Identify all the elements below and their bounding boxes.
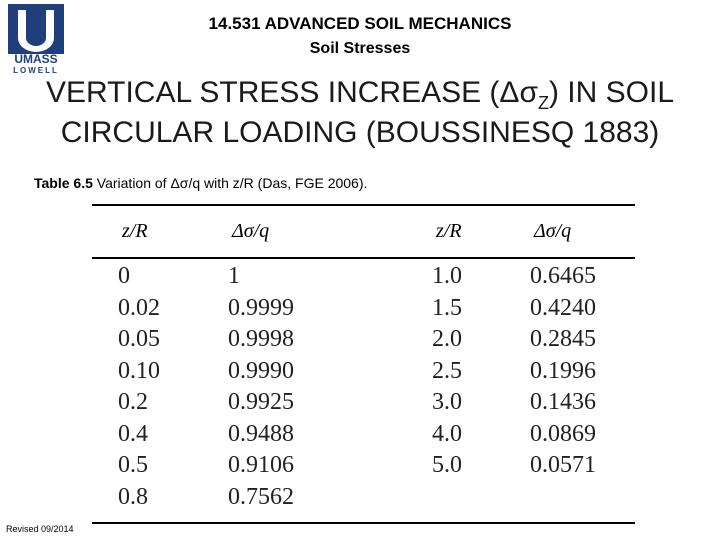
table-cell: 2.5 (432, 357, 462, 384)
rule (92, 257, 635, 259)
table-cell: 0.9488 (228, 420, 294, 447)
title: 14.531 ADVANCED SOIL MECHANICS (208, 14, 512, 33)
table-cell: 0.9925 (228, 389, 294, 415)
table-cell: 3.0 (432, 389, 462, 415)
heading-text: VERTICAL STRESS INCREASE (Δσ (45, 76, 538, 109)
rule (92, 522, 635, 524)
heading-2: CIRCULAR LOADING (BOUSSINESQ 1883) (60, 116, 660, 149)
table-cell: 1 (228, 263, 240, 289)
column-header: Δσ/q (534, 220, 572, 242)
table-cell: 0.0571 (530, 452, 596, 478)
table-cell: 0.2845 (530, 326, 596, 352)
logo-top: UMASS (14, 52, 57, 66)
table-cell: 1.0 (432, 263, 462, 289)
table-cell: 0.5 (118, 452, 148, 478)
table-cell: 0.8 (118, 483, 148, 510)
table-cell: 0.0869 (530, 420, 596, 447)
logo-bottom: LOWELL (13, 66, 59, 74)
table-cell: 0.9999 (228, 294, 294, 321)
caption: Table 6.5 Variation of Δσ/q with z/R (Da… (34, 175, 367, 191)
table-cell: 0.1436 (530, 389, 596, 415)
table-cell: 0 (118, 263, 130, 289)
table-cell: 0.02 (118, 294, 160, 321)
table-cell: 2.0 (432, 326, 462, 352)
heading-sub: Z (537, 93, 549, 113)
column-header: z/R (122, 220, 148, 242)
caption-label: Table 6.5 (34, 175, 93, 191)
column-header: Δσ/q (232, 220, 270, 242)
column-header: z/R (436, 220, 462, 242)
table-cell: 0.10 (118, 357, 160, 384)
subtitle: Soil Stresses (309, 40, 411, 57)
rule (92, 204, 635, 206)
table-cell: 0.4 (118, 420, 148, 447)
table-cell: 0.9106 (228, 452, 294, 478)
table-cell: 0.6465 (530, 263, 596, 289)
table-cell: 0.4240 (530, 294, 596, 321)
heading-1: VERTICAL STRESS INCREASE (ΔσZ) IN SOIL (0, 76, 720, 114)
table-cell: 0.9998 (228, 326, 294, 352)
table-cell: 0.1996 (530, 357, 596, 384)
caption-text: Variation of Δσ/q with z/R (Das, FGE 200… (92, 175, 368, 191)
logo: UMASS LOWELL (8, 4, 64, 74)
table-cell: 0.05 (118, 326, 160, 352)
table-cell: 0.2 (118, 389, 148, 415)
footer: Revised 09/2014 (6, 524, 74, 534)
table-cell: 4.0 (432, 420, 462, 447)
table-cell: 5.0 (432, 452, 462, 478)
header-bar (0, 0, 720, 66)
table-cell: 0.7562 (228, 483, 294, 510)
heading-text: ) IN SOIL (548, 76, 675, 109)
logo-block (8, 4, 64, 54)
table-cell: 1.5 (432, 294, 462, 321)
logo-u (18, 10, 54, 52)
table-cell: 0.9990 (228, 357, 294, 384)
